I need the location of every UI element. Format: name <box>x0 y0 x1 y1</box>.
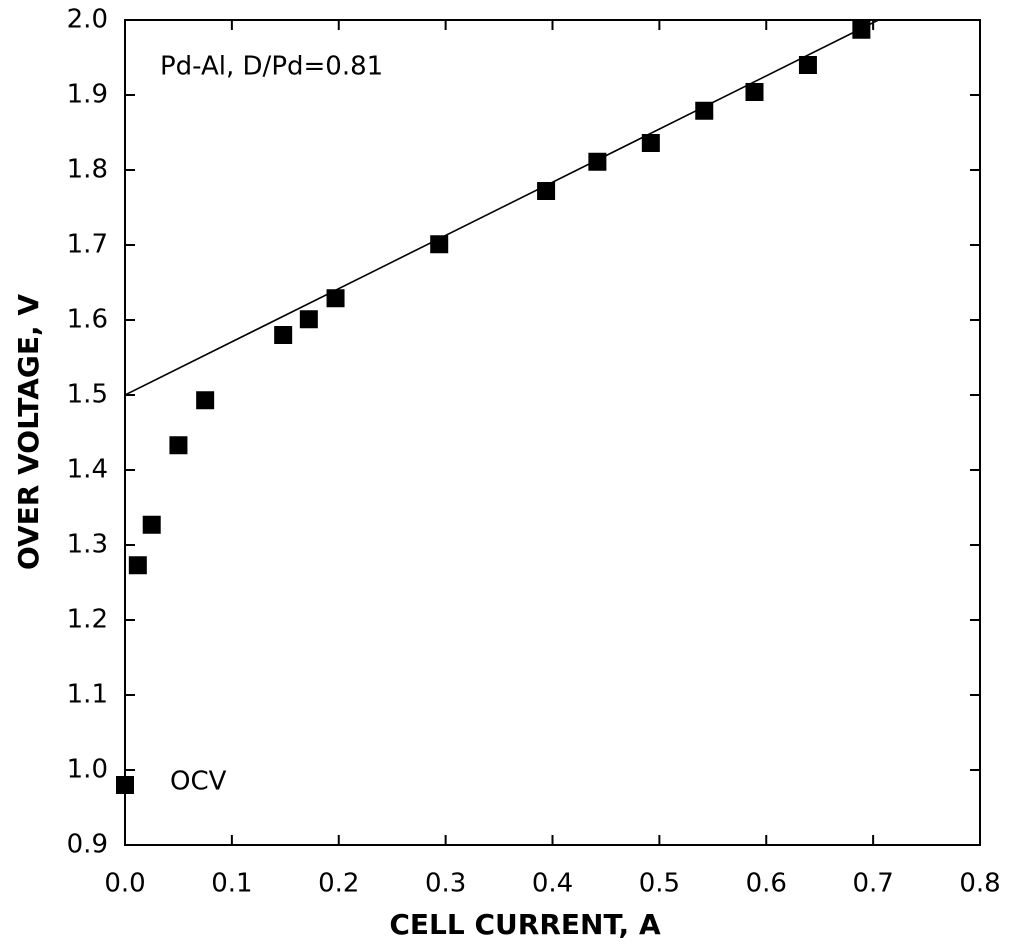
y-tick-label: 1.3 <box>67 530 108 560</box>
data-point <box>537 182 556 200</box>
x-tick-label: 0.8 <box>959 869 1000 899</box>
x-tick-label: 0.2 <box>318 869 359 899</box>
y-tick-label: 1.1 <box>67 680 108 710</box>
plot-frame <box>124 19 981 846</box>
data-point <box>274 326 293 344</box>
y-tick-label: 1.6 <box>67 305 108 335</box>
x-tick-label: 0.4 <box>532 869 573 899</box>
y-tick-label: 2.0 <box>67 5 108 35</box>
x-axis-title: CELL CURRENT, A <box>389 908 661 941</box>
x-tick-label: 0.1 <box>211 869 252 899</box>
fit-line <box>124 19 879 396</box>
data-point <box>798 56 817 74</box>
data-point <box>852 20 871 39</box>
y-tick-label: 1.2 <box>67 605 108 635</box>
data-point <box>641 134 660 152</box>
x-tick-label: 0.6 <box>746 869 787 899</box>
annotation: Pd-Al, D/Pd=0.81 <box>160 52 383 82</box>
data-point <box>142 515 161 534</box>
data-point <box>169 436 188 455</box>
x-tick-label: 0.7 <box>852 869 893 899</box>
x-tick-label: 0.3 <box>425 869 466 899</box>
data-point <box>299 310 318 329</box>
annotation: OCV <box>170 767 227 797</box>
data-point <box>116 776 134 794</box>
data-point <box>196 391 215 410</box>
data-point <box>588 152 607 171</box>
data-point <box>430 235 449 254</box>
data-point <box>128 556 147 575</box>
y-tick-label: 0.9 <box>67 830 108 860</box>
y-tick-label: 1.7 <box>67 230 108 260</box>
y-axis-title: OVER VOLTAGE, V <box>12 294 45 570</box>
x-tick-label: 0.0 <box>104 869 145 899</box>
y-tick-label: 1.0 <box>67 755 108 785</box>
data-point <box>745 83 764 101</box>
y-tick-label: 1.9 <box>67 80 108 110</box>
data-point <box>326 289 345 308</box>
y-tick-label: 1.5 <box>67 380 108 410</box>
data-point <box>695 101 714 120</box>
x-tick-label: 0.5 <box>639 869 680 899</box>
y-tick-label: 1.4 <box>67 455 108 485</box>
y-tick-label: 1.8 <box>67 155 108 185</box>
